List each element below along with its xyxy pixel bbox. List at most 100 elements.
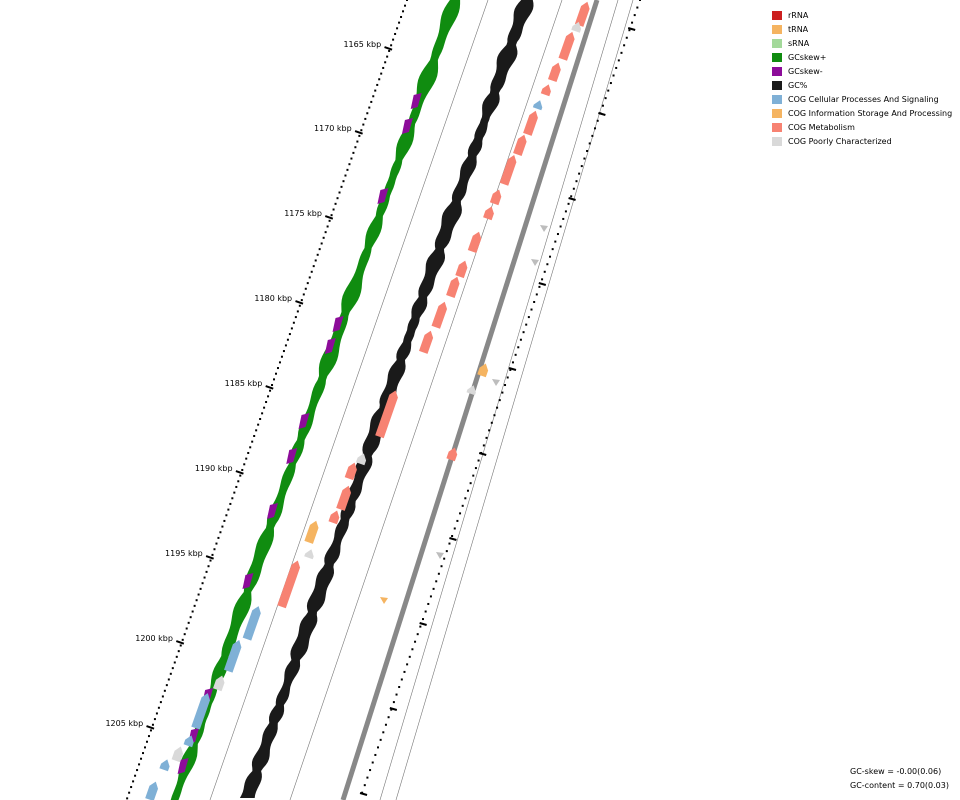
ruler-dot <box>155 712 158 715</box>
ruler-dot <box>165 684 168 687</box>
ruler-dot <box>286 338 289 341</box>
ruler-dot <box>140 757 143 760</box>
gene-feature-small <box>492 379 500 386</box>
outer-scale-ruler <box>359 0 641 796</box>
outer-ruler-dot <box>620 51 623 54</box>
ruler-dot <box>233 491 236 494</box>
gene-feature <box>419 330 434 354</box>
ruler-dot <box>255 429 258 432</box>
ruler-dot <box>136 769 139 772</box>
outer-ruler-dot <box>440 565 443 568</box>
outer-ruler-dot <box>639 0 641 1</box>
scale-label: 1205 kbp <box>105 719 143 728</box>
outer-ruler-dot <box>400 678 403 681</box>
gene-feature <box>540 84 551 97</box>
outer-ruler-dot <box>403 670 406 673</box>
outer-ruler-dot <box>549 255 552 258</box>
scale-label: 1165 kbp <box>343 40 381 49</box>
ruler-dot <box>207 565 210 568</box>
ruler-dot <box>316 253 319 256</box>
ruler-dot <box>128 791 131 794</box>
outer-ruler-dot <box>416 633 419 636</box>
ruler-dot <box>326 225 329 228</box>
ruler-dot <box>276 367 279 370</box>
ruler-dot <box>348 163 351 166</box>
legend-item: COG Metabolism <box>772 120 952 134</box>
outer-ruler-dot <box>554 240 557 243</box>
ruler-dot <box>275 372 278 375</box>
gene-feature <box>213 675 225 692</box>
outer-ruler-dot <box>586 149 589 152</box>
outer-ruler-dot <box>511 361 514 364</box>
outer-ruler-dot <box>517 346 520 349</box>
outer-ruler-dot <box>398 686 401 689</box>
ruler-dot <box>189 616 192 619</box>
ruler-dot <box>388 49 391 52</box>
scale-label: 1180 kbp <box>254 294 292 303</box>
outer-ruler-dot <box>445 550 448 553</box>
legend: rRNA tRNA sRNA GCskew+ GCskew- GC% COG Cellula… <box>772 8 952 148</box>
outer-ruler-dot <box>559 225 562 228</box>
outer-ruler-dot <box>466 489 469 492</box>
outer-ruler-dot <box>464 497 467 500</box>
outer-ruler-dot <box>392 701 395 704</box>
gene-feature <box>375 390 398 439</box>
ruler-dot <box>314 259 317 262</box>
legend-item: GC% <box>772 78 952 92</box>
gene-feature <box>159 759 170 772</box>
ruler-dot <box>193 604 196 607</box>
ruler-dot <box>211 553 214 556</box>
gene-feature <box>548 62 561 82</box>
outer-ruler-dot <box>435 580 438 583</box>
ruler-dot <box>173 661 176 664</box>
legend-label: COG Metabolism <box>788 122 855 132</box>
outer-ruler-dot <box>617 59 620 62</box>
ruler-dot <box>161 695 164 698</box>
ruler-dot <box>370 100 373 103</box>
ruler-dot <box>251 440 254 443</box>
ruler-dot <box>338 191 341 194</box>
legend-swatch <box>772 136 782 146</box>
outer-ruler-dot <box>421 618 424 621</box>
outer-ruler-tick <box>359 792 368 796</box>
ruler-dot <box>215 542 218 545</box>
ruler-dot <box>217 536 220 539</box>
ruler-dot <box>312 265 315 268</box>
gene-feature <box>336 485 351 511</box>
gene-feature <box>455 260 468 279</box>
outer-ruler-dot <box>461 504 464 507</box>
legend-item: COG Poorly Characterized <box>772 134 952 148</box>
ruler-dot <box>284 344 287 347</box>
outer-ruler-dot <box>406 663 409 666</box>
legend-label: GC% <box>788 80 808 90</box>
ruler-dot <box>374 89 377 92</box>
outer-ruler-dot <box>530 308 533 311</box>
ruler-dot <box>149 729 152 732</box>
outer-ruler-dot <box>578 172 581 175</box>
ruler-dot <box>253 434 256 437</box>
ruler-dot <box>328 219 331 222</box>
gene-feature <box>304 520 319 544</box>
ruler-dot <box>241 468 244 471</box>
outer-ruler-dot <box>411 648 414 651</box>
outer-ruler-dot <box>369 769 372 772</box>
ruler-dot <box>243 463 246 466</box>
ruler-dot <box>221 525 224 528</box>
outer-ruler-dot <box>583 157 586 160</box>
gene-feature <box>171 746 184 763</box>
gene-feature <box>304 549 314 560</box>
outer-ruler-dot <box>575 180 578 183</box>
ruler-dot <box>364 117 367 120</box>
gc-skew-stat: GC-skew = -0.00(0.06) <box>850 767 942 776</box>
ruler-dot <box>308 276 311 279</box>
outer-ruler-tick <box>627 27 636 31</box>
outer-ruler-dot <box>546 263 549 266</box>
ruler-dot <box>346 168 349 171</box>
ruler-dot <box>290 327 293 330</box>
ruler-dot <box>380 72 383 75</box>
outer-ruler-dot <box>591 134 594 137</box>
gene-feature <box>242 606 261 641</box>
outer-ruler-dot <box>377 746 380 749</box>
outer-ruler-dot <box>506 376 509 379</box>
legend-label: tRNA <box>788 24 809 34</box>
